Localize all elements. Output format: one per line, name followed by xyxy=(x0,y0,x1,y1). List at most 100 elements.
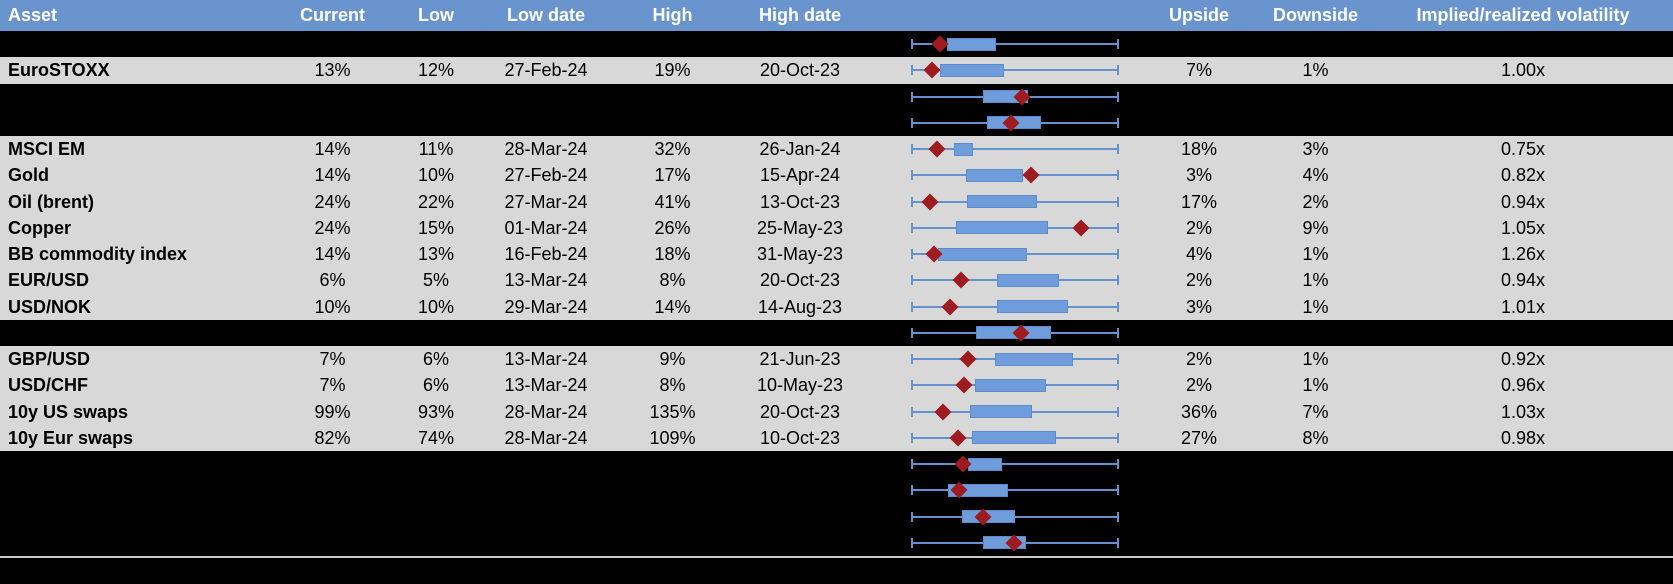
cell-upside[interactable]: 4% xyxy=(1185,244,1212,265)
cell-current[interactable]: 99% xyxy=(314,401,351,422)
cell-implied-realized[interactable]: 0.92x xyxy=(1500,349,1546,370)
cell-downside[interactable]: 2% xyxy=(1302,191,1329,212)
cell-upside[interactable]: 18% xyxy=(1180,139,1218,160)
cell-asset[interactable]: GBP/USD xyxy=(8,349,91,370)
header-cell-low[interactable]: Low xyxy=(418,5,454,25)
cell-low[interactable]: 15% xyxy=(417,217,455,238)
cell-low[interactable]: 6% xyxy=(422,375,449,396)
cell-downside[interactable]: 1% xyxy=(1302,270,1329,291)
cell-low[interactable]: 6% xyxy=(422,349,449,370)
cell-asset[interactable]: Oil (brent) xyxy=(8,191,94,212)
cell-high[interactable]: 14% xyxy=(654,296,691,317)
cell-high[interactable]: 9% xyxy=(659,349,686,370)
header-cell-upside[interactable]: Upside xyxy=(1168,5,1229,25)
cell-downside[interactable]: 1% xyxy=(1302,244,1329,265)
cell-low[interactable]: 74% xyxy=(417,427,455,448)
cell-high[interactable]: 8% xyxy=(659,270,686,291)
cell-implied-realized[interactable]: 1.03x xyxy=(1500,401,1546,422)
header-cell-asset[interactable]: Asset xyxy=(8,5,58,25)
cell-high[interactable]: 8% xyxy=(659,375,686,396)
cell-low-date[interactable]: 13-Mar-24 xyxy=(504,349,588,370)
cell-high-date[interactable]: 13-Oct-23 xyxy=(759,191,841,212)
cell-low[interactable]: 13% xyxy=(417,244,455,265)
cell-asset[interactable]: EUR/USD xyxy=(8,270,90,291)
cell-high[interactable]: 26% xyxy=(654,217,691,238)
cell-downside[interactable]: 4% xyxy=(1302,165,1329,186)
cell-asset[interactable]: USD/NOK xyxy=(8,296,92,317)
cell-high[interactable]: 41% xyxy=(654,191,691,212)
cell-high[interactable]: 18% xyxy=(654,244,691,265)
header-cell-downside[interactable]: Downside xyxy=(1272,5,1358,25)
cell-upside[interactable]: 2% xyxy=(1185,349,1212,370)
cell-high-date[interactable]: 14-Aug-23 xyxy=(757,296,843,317)
cell-downside[interactable]: 1% xyxy=(1302,375,1329,396)
cell-current[interactable]: 24% xyxy=(314,217,351,238)
cell-high[interactable]: 109% xyxy=(649,427,696,448)
cell-current[interactable]: 7% xyxy=(319,349,346,370)
cell-asset[interactable]: Copper xyxy=(8,217,71,238)
header-cell-high-date[interactable]: High date xyxy=(758,5,841,25)
cell-upside[interactable]: 2% xyxy=(1185,270,1212,291)
cell-current[interactable]: 24% xyxy=(314,191,351,212)
cell-implied-realized[interactable]: 1.26x xyxy=(1500,244,1546,265)
cell-high-date[interactable]: 20-Oct-23 xyxy=(759,60,841,81)
cell-upside[interactable]: 3% xyxy=(1185,296,1212,317)
cell-high[interactable]: 135% xyxy=(649,401,696,422)
cell-low[interactable]: 93% xyxy=(417,401,455,422)
cell-upside[interactable]: 2% xyxy=(1185,217,1212,238)
header-cell-current[interactable]: Current xyxy=(299,5,365,25)
cell-upside[interactable]: 7% xyxy=(1185,60,1212,81)
cell-downside[interactable]: 3% xyxy=(1302,139,1329,160)
cell-current[interactable]: 14% xyxy=(314,165,351,186)
cell-low-date[interactable]: 28-Mar-24 xyxy=(504,401,588,422)
cell-low[interactable]: 12% xyxy=(417,60,455,81)
cell-upside[interactable]: 36% xyxy=(1180,401,1218,422)
cell-upside[interactable]: 27% xyxy=(1180,427,1218,448)
header-cell-implied-realized[interactable]: Implied/realized volatility xyxy=(1416,5,1630,25)
cell-low-date[interactable]: 16-Feb-24 xyxy=(504,244,588,265)
cell-low-date[interactable]: 28-Mar-24 xyxy=(504,427,588,448)
cell-asset[interactable]: MSCI EM xyxy=(8,139,86,160)
cell-low[interactable]: 22% xyxy=(417,191,455,212)
cell-downside[interactable]: 8% xyxy=(1302,427,1329,448)
cell-asset[interactable]: EuroSTOXX xyxy=(8,60,110,81)
cell-implied-realized[interactable]: 1.01x xyxy=(1500,296,1546,317)
cell-current[interactable]: 6% xyxy=(319,270,346,291)
cell-implied-realized[interactable]: 0.82x xyxy=(1500,165,1546,186)
cell-low-date[interactable]: 13-Mar-24 xyxy=(504,375,588,396)
cell-low-date[interactable]: 01-Mar-24 xyxy=(504,217,588,238)
cell-high-date[interactable]: 20-Oct-23 xyxy=(759,401,841,422)
cell-high[interactable]: 17% xyxy=(654,165,691,186)
header-cell-high[interactable]: High xyxy=(652,5,693,25)
cell-current[interactable]: 82% xyxy=(314,427,351,448)
cell-high-date[interactable]: 25-May-23 xyxy=(756,217,844,238)
cell-high[interactable]: 32% xyxy=(654,139,691,160)
cell-high-date[interactable]: 20-Oct-23 xyxy=(759,270,841,291)
cell-asset[interactable]: Gold xyxy=(8,165,49,186)
cell-asset[interactable]: 10y US swaps xyxy=(8,401,129,422)
cell-low[interactable]: 11% xyxy=(418,139,454,160)
cell-upside[interactable]: 17% xyxy=(1180,191,1218,212)
cell-downside[interactable]: 1% xyxy=(1302,296,1329,317)
cell-asset[interactable]: 10y Eur swaps xyxy=(8,427,134,448)
cell-implied-realized[interactable]: 0.98x xyxy=(1500,427,1546,448)
cell-low-date[interactable]: 27-Feb-24 xyxy=(504,60,588,81)
cell-low[interactable]: 5% xyxy=(422,270,449,291)
cell-implied-realized[interactable]: 1.00x xyxy=(1500,60,1546,81)
cell-downside[interactable]: 1% xyxy=(1302,349,1329,370)
cell-implied-realized[interactable]: 0.94x xyxy=(1500,191,1546,212)
cell-asset[interactable]: BB commodity index xyxy=(8,244,188,265)
cell-implied-realized[interactable]: 0.75x xyxy=(1500,139,1546,160)
cell-low-date[interactable]: 13-Mar-24 xyxy=(504,270,588,291)
cell-current[interactable]: 13% xyxy=(314,60,351,81)
cell-high-date[interactable]: 31-May-23 xyxy=(756,244,844,265)
cell-high-date[interactable]: 21-Jun-23 xyxy=(759,349,841,370)
cell-high[interactable]: 19% xyxy=(654,60,691,81)
cell-low-date[interactable]: 29-Mar-24 xyxy=(504,296,588,317)
cell-high-date[interactable]: 26-Jan-24 xyxy=(759,139,841,160)
cell-current[interactable]: 10% xyxy=(314,296,351,317)
cell-upside[interactable]: 2% xyxy=(1185,375,1212,396)
cell-implied-realized[interactable]: 1.05x xyxy=(1500,217,1546,238)
cell-downside[interactable]: 9% xyxy=(1302,217,1329,238)
cell-low-date[interactable]: 27-Mar-24 xyxy=(504,191,588,212)
